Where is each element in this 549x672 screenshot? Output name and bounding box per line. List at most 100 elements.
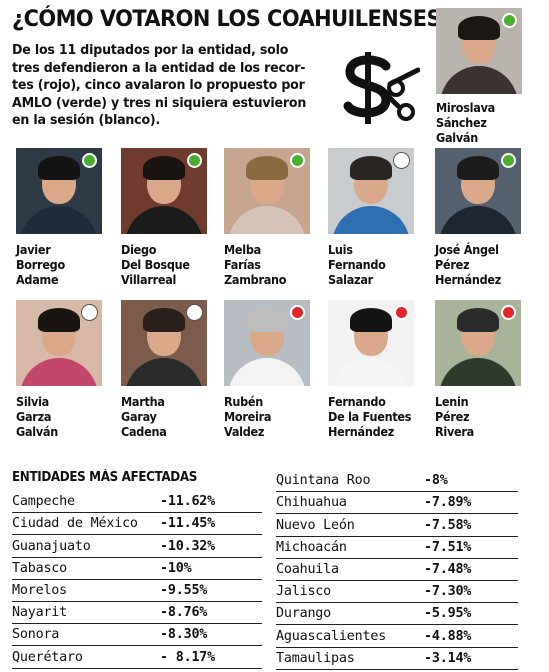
affected-states-table-left: Campeche -11.62% Ciudad de México -11.45% Gu… (12, 491, 262, 669)
deputy-name: Rubén Moreira Valdez (224, 394, 310, 439)
deputy-name-line: Fernando (328, 257, 386, 272)
table-row: Durango -5.95% (276, 603, 518, 626)
deputy-name: Luis Fernando Salazar (328, 242, 414, 287)
deputy-name-line: Salazar (328, 272, 373, 287)
vote-indicator-dot (502, 13, 517, 28)
deputy-name-line: Rubén (224, 394, 264, 409)
state-name: Nayarit (12, 605, 68, 621)
vote-indicator-dot (187, 305, 202, 320)
vote-indicator-dot (290, 153, 305, 168)
table-row: Jalisco -7.30% (276, 581, 518, 604)
deputy-photo (224, 300, 310, 386)
deputy-card: José Ángel Pérez Hernández (435, 148, 521, 287)
vote-indicator-dot (394, 305, 409, 320)
deputy-name-line: Diego (121, 242, 157, 257)
deputy-card: Martha Garay Cadena (121, 300, 207, 439)
deputy-name-line: Melba (224, 242, 261, 257)
state-name: Aguascalientes (276, 628, 387, 644)
deputy-photo (328, 300, 414, 386)
reduction-value: - 8.17% (160, 649, 216, 665)
deputy-card: Miroslava Sánchez Galván (436, 8, 522, 145)
deputy-name-line: Moreira (224, 409, 272, 424)
deputy-name-line: Martha (121, 394, 165, 409)
deputy-photo (121, 300, 207, 386)
reduction-value: -7.58% (424, 517, 472, 533)
deputy-name: Javier Borrego Adame (16, 242, 102, 287)
dollar-scissors-icon (343, 52, 420, 124)
state-name: Michoacán (276, 539, 347, 555)
deputy-name: Fernando De la Fuentes Hernández (328, 394, 414, 439)
deputy-name-line: Villarreal (121, 272, 177, 287)
deputy-name-line: Miroslava (436, 100, 495, 115)
deputy-photo (436, 8, 522, 94)
deputy-name-line: Pérez (435, 409, 470, 424)
reduction-value: -8.30% (160, 627, 208, 643)
reduction-value: -10% (160, 560, 192, 576)
state-name: Ciudad de México (12, 516, 138, 532)
deputy-card: Fernando De la Fuentes Hernández (328, 300, 414, 439)
deputy-photo (435, 300, 521, 386)
table-row: Guanajuato -10.32% (12, 535, 262, 558)
state-name: Durango (276, 606, 332, 622)
deputy-name: José Ángel Pérez Hernández (435, 242, 521, 287)
deputy-name-line: Hernández (435, 272, 502, 287)
reduction-value: -5.95% (424, 606, 472, 622)
vote-indicator-dot (82, 305, 97, 320)
table-row: Michoacán -7.51% (276, 537, 518, 559)
deputy-card: Javier Borrego Adame (16, 148, 102, 287)
deputy-name: Lenin Pérez Rivera (435, 394, 521, 439)
deputy-name: Martha Garay Cadena (121, 394, 207, 439)
reduction-value: -8% (424, 473, 448, 489)
intro-line: tres defendieron a la entidad de los rec… (12, 60, 306, 76)
reduction-value: -11.45% (160, 516, 216, 532)
deputy-card: Diego Del Bosque Villarreal (121, 148, 207, 287)
deputy-name-line: Lenin (435, 394, 469, 409)
state-name: Campeche (12, 494, 75, 510)
deputy-name-line: Fernando (328, 394, 386, 409)
deputy-photo (121, 148, 207, 234)
deputy-name-line: De la Fuentes (328, 409, 412, 424)
intro-line: AMLO (verde) y tres ni siquiera estuvier… (12, 95, 307, 111)
deputy-card: Melba Farías Zambrano (224, 148, 310, 287)
vote-indicator-dot (501, 153, 516, 168)
table-row: Tamaulipas -3.14% (276, 648, 518, 670)
reduction-value: -7.48% (424, 561, 472, 577)
table-row: Aguascalientes -4.88% (276, 625, 518, 648)
table-row: Campeche -11.62% (12, 491, 262, 514)
state-name: Chihuahua (276, 495, 347, 511)
state-name: Nuevo León (276, 517, 355, 533)
deputy-photo (16, 300, 102, 386)
state-name: Tabasco (12, 560, 68, 576)
deputy-photo (224, 148, 310, 234)
table-row: Nuevo León -7.58% (276, 514, 518, 537)
deputy-name: Melba Farías Zambrano (224, 242, 310, 287)
deputy-card: Lenin Pérez Rivera (435, 300, 521, 439)
reduction-value: -10.32% (160, 538, 216, 554)
state-name: Quintana Roo (276, 473, 371, 489)
state-name: Sonora (12, 627, 60, 643)
deputy-name: Miroslava Sánchez Galván (436, 100, 522, 145)
page-title: ¿CÓMO VOTARON LOS COAHUILENSES? (12, 6, 453, 32)
intro-line: tes (rojo), cinco avalaron lo propuesto … (12, 78, 305, 94)
deputy-name-line: Luis (328, 242, 353, 257)
table-row: Morelos -9.55% (12, 580, 262, 602)
table-row: Nayarit -8.76% (12, 602, 262, 625)
deputy-name-line: Javier (16, 242, 51, 257)
table-row: Coahuila -7.48% (276, 559, 518, 581)
state-name: Jalisco (276, 584, 332, 600)
deputy-name-line: Galván (16, 424, 59, 439)
deputy-name-line: Garay (121, 409, 157, 424)
deputy-name-line: José Ángel (435, 242, 499, 257)
deputy-name-line: Silvia (16, 394, 49, 409)
deputy-name-line: Adame (16, 272, 59, 287)
table-row: Ciudad de México -11.45% (12, 513, 262, 536)
reduction-value: -7.89% (424, 495, 472, 511)
state-name: Coahuila (276, 561, 339, 577)
reduction-value: -11.62% (160, 494, 216, 510)
deputy-name-line: Rivera (435, 424, 475, 439)
table-title: ENTIDADES MÁS AFECTADAS (12, 470, 197, 485)
deputy-name-line: Cadena (121, 424, 167, 439)
deputy-name-line: Galván (436, 130, 479, 145)
reduction-value: -7.30% (424, 584, 472, 600)
deputy-name-line: Hernández (328, 424, 395, 439)
